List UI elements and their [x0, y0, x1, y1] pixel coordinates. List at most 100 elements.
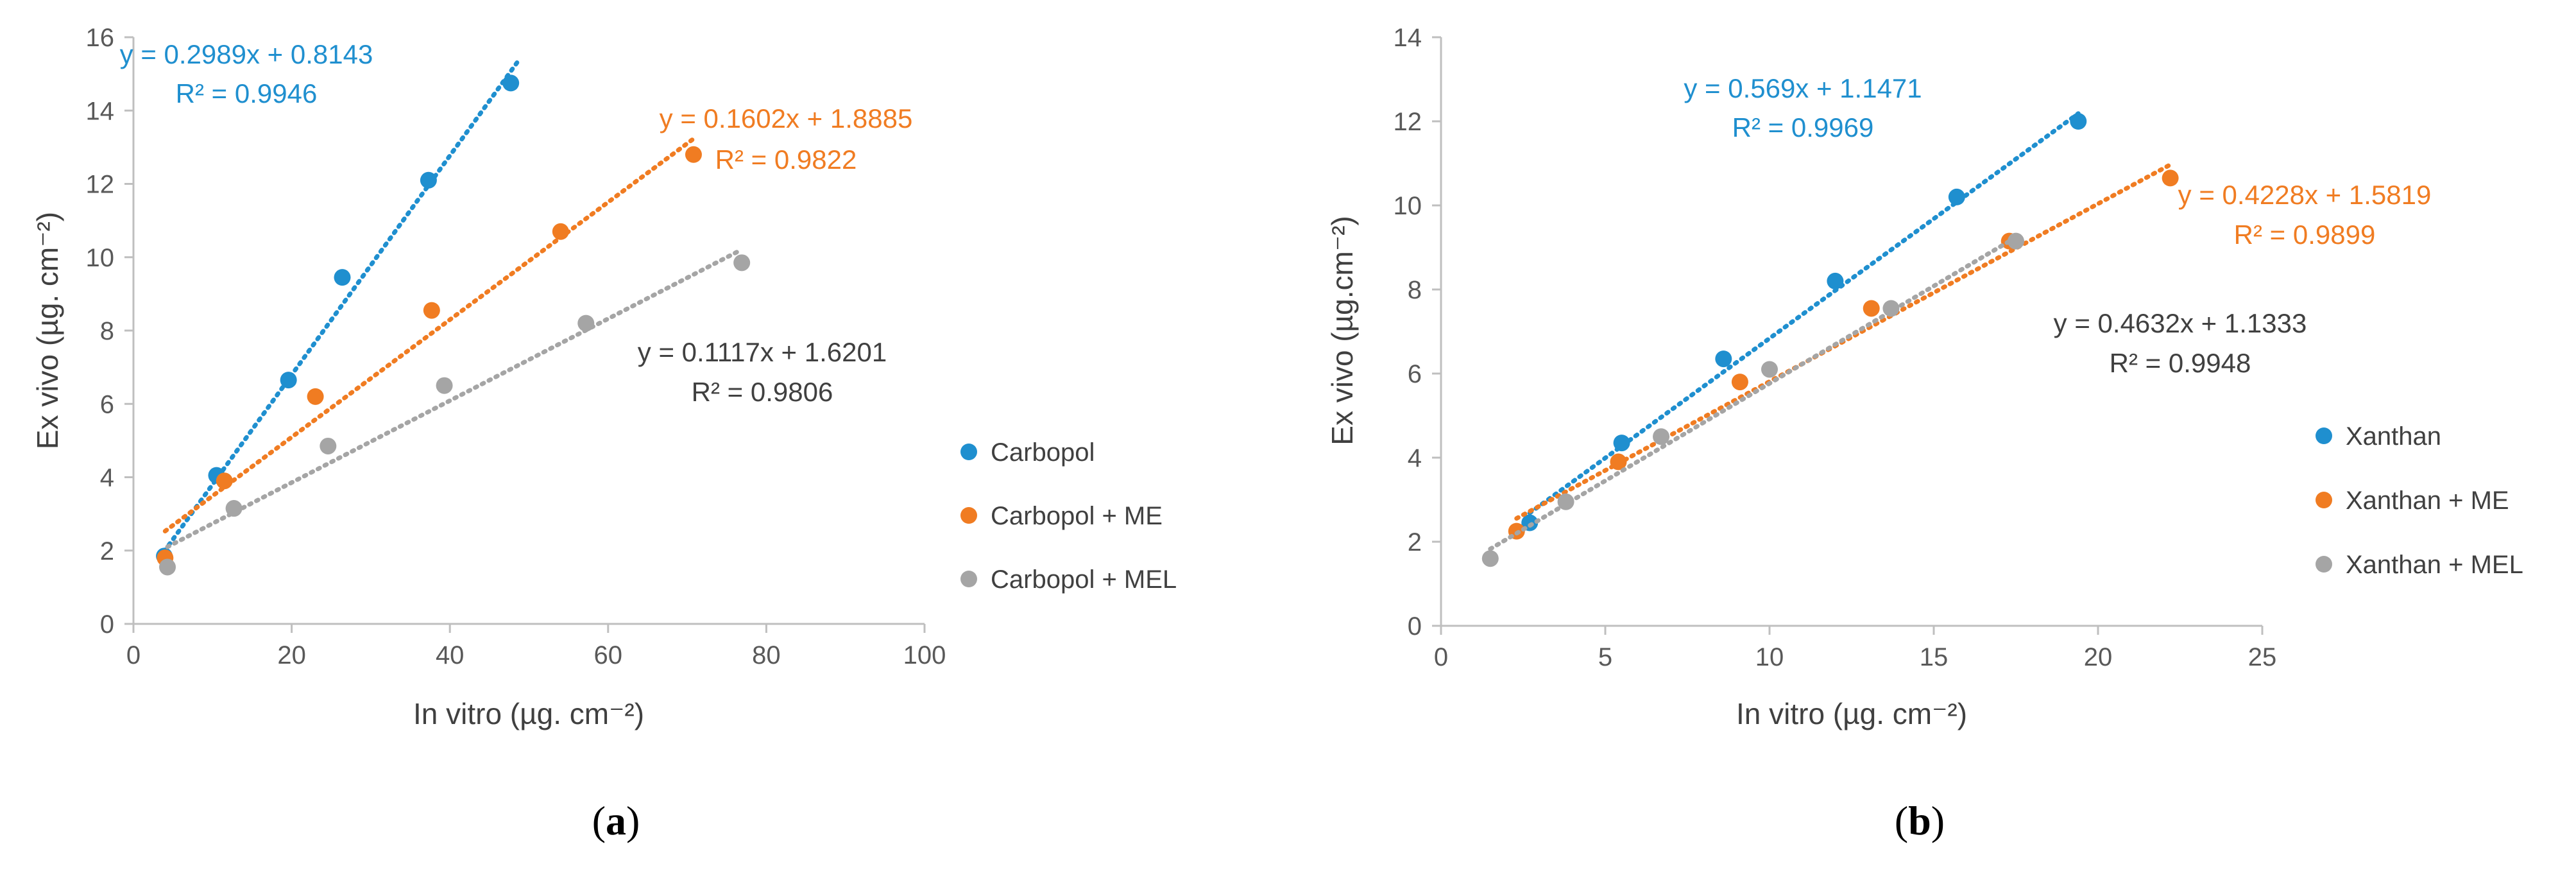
data-point — [1948, 188, 1965, 205]
y-tick-label: 6 — [1408, 360, 1422, 388]
trendline-equation: y = 0.569x + 1.1471 — [1684, 73, 1922, 103]
data-point — [320, 437, 337, 454]
legend-label: Xanthan + MEL — [2346, 551, 2523, 579]
series-carbopol-me: y = 0.1602x + 1.8885 R² = 0.9822 — [157, 103, 913, 567]
x-tick-label: 100 — [903, 641, 946, 669]
y-tick-label: 4 — [100, 464, 114, 492]
trendline-equation: y = 0.4228x + 1.5819 — [2178, 180, 2432, 210]
trendline — [162, 60, 520, 554]
panel-label: (a) — [592, 798, 640, 843]
y-axis-title: Ex vivo (µg.cm⁻²) — [1326, 216, 1359, 445]
data-point — [423, 302, 440, 319]
data-point — [552, 223, 569, 240]
y-tick-label: 12 — [1394, 108, 1422, 136]
x-tick-label: 20 — [2084, 643, 2113, 671]
panel-label: (b) — [1895, 798, 1945, 843]
trendline-equation: y = 0.4632x + 1.1333 — [2054, 308, 2307, 338]
r-squared-label: R² = 0.9948 — [2110, 348, 2251, 378]
series-carbopol: y = 0.2989x + 0.8143 R² = 0.9946 — [120, 39, 520, 565]
x-tick-label: 0 — [1434, 643, 1448, 671]
data-point — [1557, 493, 1574, 510]
data-point — [436, 377, 453, 394]
legend-label: Carbopol — [991, 438, 1095, 467]
series-xanthan: y = 0.569x + 1.1471 R² = 0.9969 — [1521, 73, 2087, 531]
data-point — [1731, 374, 1748, 391]
data-point — [1827, 272, 1844, 289]
legend-label: Xanthan + ME — [2346, 487, 2509, 515]
x-tick-label: 10 — [1755, 643, 1784, 671]
legend-label: Carbopol + ME — [991, 502, 1163, 530]
x-tick-label: 60 — [594, 641, 623, 669]
legend-marker — [960, 507, 977, 524]
data-point — [1882, 300, 1900, 317]
legend-marker — [960, 571, 977, 587]
data-point — [1761, 361, 1778, 378]
data-point — [420, 171, 437, 189]
r-squared-label: R² = 0.9969 — [1732, 112, 1874, 142]
trendline — [165, 247, 744, 549]
legend-label: Carbopol + MEL — [991, 565, 1177, 594]
data-point — [159, 558, 176, 576]
trendline-equation: y = 0.1602x + 1.8885 — [660, 103, 913, 134]
x-tick-label: 15 — [1920, 643, 1949, 671]
series-xanthan-me: y = 0.4228x + 1.5819 R² = 0.9899 — [1508, 162, 2432, 540]
data-point — [1613, 435, 1630, 452]
legend-marker — [960, 444, 977, 460]
y-tick-label: 6 — [100, 390, 114, 418]
data-point — [577, 315, 595, 332]
y-tick-label: 14 — [1394, 24, 1422, 52]
data-point — [225, 500, 243, 517]
x-tick-label: 5 — [1598, 643, 1612, 671]
r-squared-label: R² = 0.9946 — [176, 78, 318, 108]
y-tick-label: 10 — [86, 244, 115, 272]
data-point — [1715, 350, 1732, 368]
trendline-equation: y = 0.1117x + 1.6201 — [638, 337, 887, 367]
data-point — [334, 269, 351, 286]
data-point — [1863, 300, 1880, 317]
x-tick-label: 80 — [752, 641, 781, 669]
data-point — [1610, 453, 1627, 470]
legend-marker — [2316, 556, 2332, 573]
y-tick-label: 2 — [100, 537, 114, 565]
y-tick-label: 8 — [100, 317, 114, 345]
data-point — [733, 254, 751, 272]
r-squared-label: R² = 0.9822 — [715, 144, 857, 175]
x-tick-label: 20 — [277, 641, 306, 669]
legend-marker — [2316, 427, 2332, 444]
y-axis-title: Ex vivo (µg. cm⁻²) — [31, 212, 64, 449]
r-squared-label: R² = 0.9806 — [692, 377, 833, 407]
trendline-equation: y = 0.2989x + 0.8143 — [120, 39, 373, 69]
x-axis-title: In vitro (µg. cm⁻²) — [413, 697, 644, 730]
y-tick-label: 10 — [1394, 192, 1422, 220]
data-point — [216, 472, 233, 490]
data-point — [502, 74, 520, 92]
series-xanthan-mel: y = 0.4632x + 1.1333 R² = 0.9948 — [1481, 232, 2307, 567]
x-axis-title: In vitro (µg. cm⁻²) — [1736, 697, 1967, 730]
data-point — [2162, 169, 2179, 187]
legend-marker — [2316, 492, 2332, 508]
y-tick-label: 16 — [86, 24, 115, 52]
y-tick-label: 4 — [1408, 444, 1422, 472]
chart-panel-a: 0 2 4 6 8 10 12 14 16 0 20 40 60 80 100 In vitro (µg. c… — [31, 24, 1177, 843]
trendline — [1488, 235, 2018, 551]
r-squared-label: R² = 0.9899 — [2234, 220, 2376, 250]
legend-label: Xanthan — [2346, 422, 2441, 451]
y-tick-label: 12 — [86, 171, 115, 199]
y-tick-label: 8 — [1408, 276, 1422, 304]
data-point — [280, 372, 297, 389]
data-point — [685, 146, 702, 163]
y-tick-label: 0 — [100, 610, 114, 639]
series-carbopol-mel: y = 0.1117x + 1.6201 R² = 0.9806 — [159, 247, 887, 576]
trendline — [1527, 111, 2081, 515]
data-point — [307, 388, 324, 405]
x-tick-label: 40 — [436, 641, 465, 669]
y-tick-label: 14 — [86, 97, 115, 125]
x-tick-label: 0 — [126, 641, 141, 669]
x-tick-label: 25 — [2248, 643, 2277, 671]
data-point — [1481, 550, 1499, 567]
trendline — [162, 136, 696, 534]
data-point — [2070, 113, 2087, 130]
data-point — [1653, 428, 1670, 445]
y-tick-label: 0 — [1408, 612, 1422, 641]
